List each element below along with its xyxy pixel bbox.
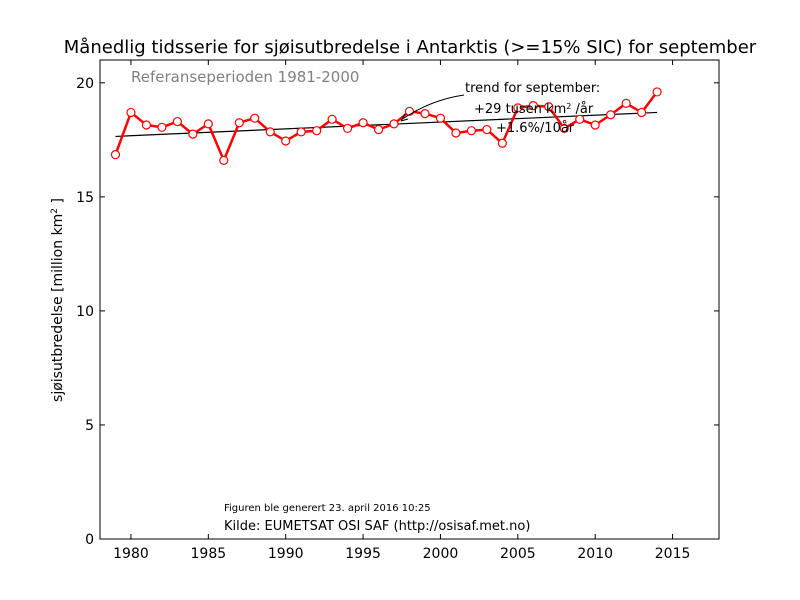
data-point	[265, 127, 275, 137]
data-point	[281, 136, 291, 146]
x-tick-label: 2000	[423, 546, 459, 562]
data-point	[575, 114, 585, 124]
data-point	[466, 126, 476, 136]
data-point	[172, 116, 182, 127]
data-point	[389, 119, 399, 129]
trend-annotation-line-3: +1.6%/10år	[496, 121, 575, 136]
data-point	[358, 118, 368, 128]
generated-timestamp-text: Figuren ble generert 23. april 2016 10:2…	[224, 503, 431, 514]
data-point	[513, 103, 523, 113]
x-tick-label: 1990	[268, 546, 304, 562]
data-point	[327, 114, 337, 124]
trend-annotation-line-1: trend for september:	[465, 81, 600, 96]
data-point	[250, 113, 260, 123]
data-point	[343, 123, 353, 134]
trend-annotation-line-2-suffix: /år	[571, 102, 593, 117]
reference-period-text: Referanseperioden 1981-2000	[131, 68, 359, 86]
x-tick-label: 2015	[655, 546, 691, 562]
x-tick-label: 1995	[345, 546, 381, 562]
trend-annotation-line-2-superscript: 2	[566, 102, 571, 111]
trend-annotation-line-2-prefix: +29 tusen km	[474, 102, 566, 117]
y-axis-label: sjøisutbredelse [million km2 ]	[50, 198, 66, 402]
x-tick-label: 1985	[191, 546, 227, 562]
data-point	[652, 87, 662, 97]
y-tick-label: 10	[76, 304, 94, 320]
y-axis-label-prefix: sjøisutbredelse [million km	[50, 214, 66, 402]
trend-line	[115, 111, 658, 138]
data-source-text: Kilde: EUMETSAT OSI SAF (http://osisaf.m…	[224, 519, 530, 534]
x-tick-label: 2010	[577, 546, 613, 562]
series-layer	[110, 87, 662, 165]
data-point	[234, 118, 244, 128]
data-point	[157, 122, 167, 132]
data-point	[110, 150, 121, 160]
data-point	[482, 124, 492, 135]
data-point	[296, 127, 306, 137]
axis-tick-labels: 1980 1985 1990 1995 2000 2005 2010 2015 0 5 10 15 20	[76, 76, 690, 562]
data-point	[451, 128, 461, 138]
data-point	[141, 120, 152, 130]
x-tick-label: 1980	[113, 546, 149, 562]
data-point	[590, 120, 600, 130]
data-point	[373, 124, 384, 135]
data-point	[126, 107, 136, 118]
y-axis-label-superscript: 2	[50, 208, 60, 214]
y-tick-label: 20	[76, 76, 94, 92]
axis-ticks	[100, 60, 719, 540]
data-point	[312, 126, 322, 136]
data-point	[219, 155, 229, 165]
y-tick-label: 0	[85, 532, 94, 548]
plot-area	[99, 59, 720, 540]
trend-layer	[115, 111, 658, 138]
data-point	[544, 102, 554, 112]
data-point	[497, 138, 507, 148]
trend-annotation-arrowhead	[400, 113, 409, 122]
chart-title: Månedlig tidsserie for sjøisutbredelse i…	[64, 37, 757, 58]
y-tick-label: 5	[85, 418, 94, 434]
trend-annotation-arrow	[400, 94, 465, 121]
data-point	[420, 109, 430, 119]
data-point	[621, 98, 631, 108]
data-point	[435, 113, 446, 123]
data-point	[203, 119, 213, 129]
x-tick-label: 2005	[500, 546, 536, 562]
data-point	[606, 110, 616, 120]
data-point	[188, 129, 198, 139]
y-axis-label-suffix: ]	[50, 198, 66, 208]
data-point	[559, 123, 569, 134]
data-point	[528, 101, 538, 111]
trend-annotation-line-2: +29 tusen km2 /år	[474, 102, 594, 118]
data-point	[637, 107, 647, 118]
y-tick-label: 15	[76, 190, 94, 206]
